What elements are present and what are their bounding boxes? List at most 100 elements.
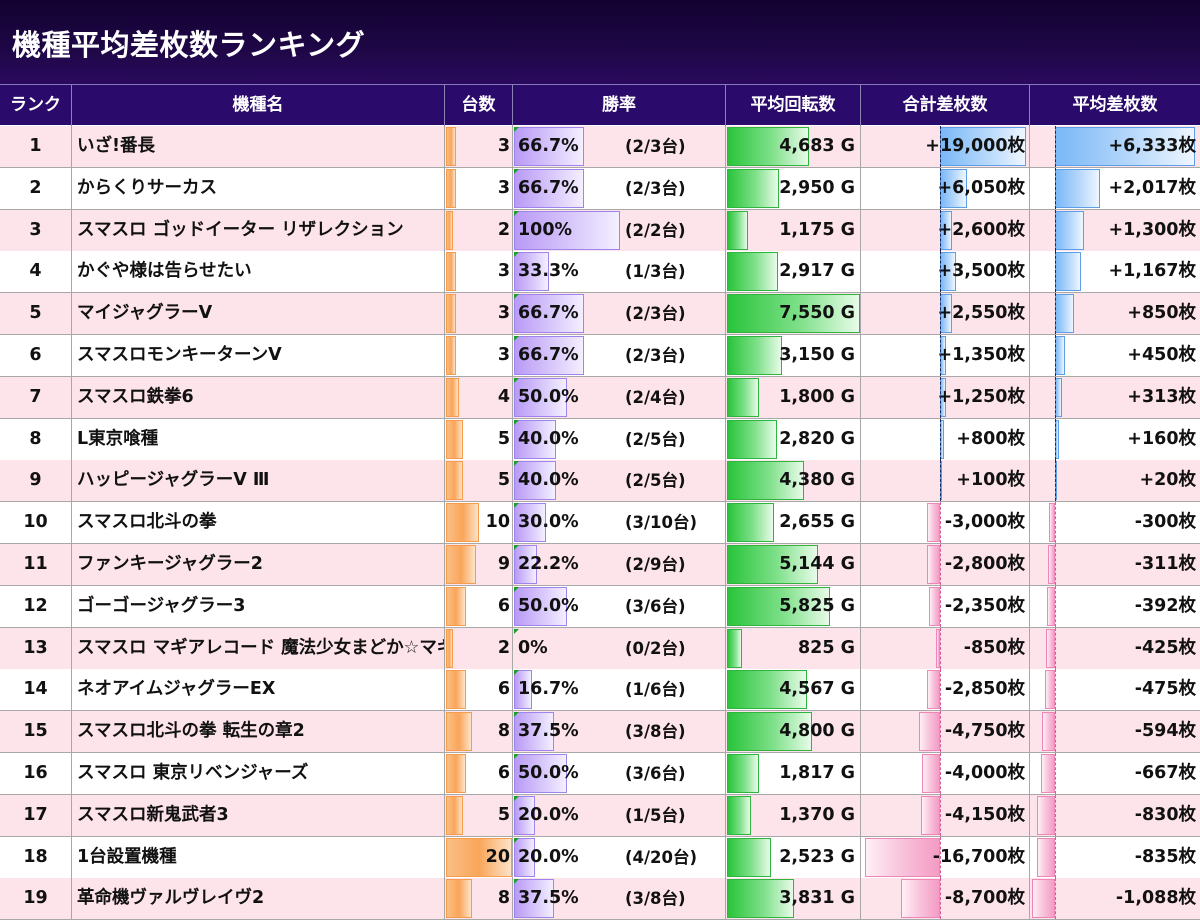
total-diff-value: +1,250枚 (937, 386, 1025, 407)
total-diff-cell: +1,350枚 (861, 335, 1030, 376)
win-rate-percent: 16.7% (518, 679, 579, 700)
header-total-diff[interactable]: 合計差枚数 (861, 85, 1030, 126)
avg-spins-bar (727, 168, 779, 208)
table-row[interactable]: 2 からくりサーカス 3 66.7% (2/3台) 2,950 G +6,050枚 +2,01… (0, 167, 1200, 210)
table-row[interactable]: 4 かぐや様は告らせたい 3 33.3% (1/3台) 2,917 G +3,500枚 +1,… (0, 251, 1200, 294)
header-units[interactable]: 台数 (445, 85, 513, 126)
machine-name: スマスロ新鬼武者3 (77, 804, 229, 825)
total-diff-cell: -3,000枚 (861, 502, 1030, 544)
machine-name-cell: いざ!番長 (72, 126, 445, 167)
units-cell: 5 (445, 460, 513, 502)
win-rate-percent: 20.0% (518, 846, 579, 867)
table-row[interactable]: 11 ファンキージャグラー2 9 22.2% (2/9台) 5,144 G -2,800枚 -… (0, 544, 1200, 586)
total-diff-negative-bar (918, 712, 940, 752)
avg-diff-axis (1055, 585, 1056, 627)
win-rate-cell: 50.0% (3/6台) (513, 585, 726, 627)
header-name[interactable]: 機種名 (72, 85, 445, 126)
rank-cell: 14 (0, 669, 72, 711)
total-diff-value: -8,700枚 (944, 888, 1025, 909)
table-row[interactable]: 15 スマスロ北斗の拳 転生の章2 8 37.5% (3/8台) 4,800 G -4,75… (0, 711, 1200, 754)
avg-spins-bar (727, 545, 818, 584)
avg-spins-bar (727, 795, 752, 835)
table-row[interactable]: 13 スマスロ マギアレコード 魔法少女まどか☆マギカ外伝 2 0% (0/2台) 825… (0, 627, 1200, 670)
header-avg-spins[interactable]: 平均回転数 (726, 85, 861, 126)
table-row[interactable]: 1 いざ!番長 3 66.7% (2/3台) 4,683 G +19,000枚 +6,333枚 (0, 126, 1200, 168)
avg-spins-value: 3,150 G (779, 345, 855, 365)
avg-diff-value: +450枚 (1127, 345, 1196, 365)
table-row[interactable]: 8 L東京喰種 5 40.0% (2/5台) 2,820 G +800枚 +160枚 (0, 418, 1200, 461)
header-rank[interactable]: ランク (0, 85, 72, 126)
avg-diff-negative-bar (1037, 837, 1055, 877)
units-cell: 3 (445, 293, 513, 335)
units-value: 10 (485, 512, 510, 533)
avg-spins-cell: 5,825 G (726, 585, 861, 627)
units-cell: 10 (445, 502, 513, 544)
table-row[interactable]: 5 マイジャグラーV 3 66.7% (2/3台) 7,550 G +2,550枚 +850枚 (0, 293, 1200, 336)
avg-diff-value: -311枚 (1134, 554, 1196, 574)
win-rate-bar (514, 168, 585, 208)
rank-text: 14 (23, 679, 48, 700)
avg-diff-negative-bar (1046, 628, 1055, 668)
rank-text: 1 (29, 136, 42, 156)
avg-spins-value: 2,917 G (779, 261, 855, 282)
machine-name-cell: からくりサーカス (72, 167, 445, 209)
avg-diff-negative-bar (1048, 545, 1055, 584)
avg-spins-cell: 1,817 G (726, 753, 861, 794)
table-row[interactable]: 12 ゴーゴージャグラー3 6 50.0% (3/6台) 5,825 G -2,350枚 -3… (0, 585, 1200, 628)
table-row[interactable]: 6 スマスロモンキーターンV 3 66.7% (2/3台) 3,150 G +1,350枚 +… (0, 335, 1200, 377)
table-row[interactable]: 19 革命機ヴァルヴレイヴ2 8 37.5% (3/8台) 3,831 G -8,700枚 -… (0, 878, 1200, 920)
total-diff-positive-bar (940, 127, 1026, 166)
win-rate-fraction: (2/3台) (625, 304, 686, 324)
total-diff-value: +800枚 (956, 428, 1025, 449)
table-row[interactable]: 16 スマスロ 東京リベンジャーズ 6 50.0% (3/6台) 1,817 G -4,00… (0, 753, 1200, 795)
total-diff-cell: +800枚 (861, 418, 1030, 460)
win-rate-bar (514, 879, 554, 919)
machine-name-cell: ファンキージャグラー2 (72, 544, 445, 585)
header-win-rate[interactable]: 勝率 (513, 85, 726, 126)
win-rate-cell: 40.0% (2/5台) (513, 460, 726, 502)
avg-diff-negative-bar (1042, 712, 1055, 752)
win-rate-bar (514, 545, 538, 584)
avg-diff-axis (1055, 209, 1056, 251)
units-bar (446, 377, 460, 417)
table-row[interactable]: 18 1台設置機種 20 20.0% (4/20台) 2,523 G -16,700枚 -83… (0, 836, 1200, 879)
table-row[interactable]: 7 スマスロ鉄拳6 4 50.0% (2/4台) 1,800 G +1,250枚 +313枚 (0, 376, 1200, 419)
avg-diff-value: -392枚 (1134, 595, 1196, 616)
win-rate-fraction: (3/8台) (625, 722, 686, 742)
avg-spins-bar (727, 712, 812, 752)
total-diff-axis (940, 376, 941, 418)
avg-spins-bar (727, 586, 830, 626)
win-rate-cell: 37.5% (3/8台) (513, 878, 726, 920)
avg-diff-axis (1055, 502, 1056, 544)
win-rate-percent: 37.5% (518, 721, 579, 742)
units-bar (446, 168, 456, 208)
avg-diff-value: +2,017枚 (1108, 177, 1196, 198)
units-bar (446, 503, 479, 543)
total-diff-axis (940, 418, 941, 460)
win-rate-percent: 50.0% (518, 386, 579, 407)
avg-spins-bar (727, 461, 805, 501)
rank-cell: 4 (0, 251, 72, 293)
machine-name: ハッピージャグラーV Ⅲ (77, 470, 270, 491)
win-rate-cell: 37.5% (3/8台) (513, 711, 726, 753)
win-rate-fraction: (3/10台) (625, 513, 698, 533)
total-diff-cell: -4,000枚 (861, 753, 1030, 794)
table-row[interactable]: 17 スマスロ新鬼武者3 5 20.0% (1/5台) 1,370 G -4,150枚 -83… (0, 794, 1200, 837)
units-value: 3 (497, 345, 510, 365)
avg-spins-cell: 3,150 G (726, 335, 861, 376)
avg-diff-axis (1055, 251, 1056, 293)
win-rate-bar (514, 670, 532, 710)
win-flag-icon (514, 837, 519, 843)
win-flag-icon (514, 670, 519, 676)
win-rate-cell: 66.7% (2/3台) (513, 126, 726, 167)
win-rate-bar (514, 586, 567, 626)
total-diff-axis (940, 753, 941, 794)
total-diff-axis (940, 794, 941, 836)
header-avg-diff[interactable]: 平均差枚数 (1072, 95, 1158, 115)
table-row[interactable]: 10 スマスロ北斗の拳 10 30.0% (3/10台) 2,655 G -3,000枚 -3… (0, 502, 1200, 545)
table-row[interactable]: 3 スマスロ ゴッドイーター リザレクション 2 100% (2/2台) 1,175 G +… (0, 209, 1200, 252)
rank-text: 7 (29, 386, 42, 407)
machine-name: ファンキージャグラー2 (77, 554, 263, 574)
table-row[interactable]: 9 ハッピージャグラーV Ⅲ 5 40.0% (2/5台) 4,380 G +100枚 +20… (0, 460, 1200, 503)
table-row[interactable]: 14 ネオアイムジャグラーEX 6 16.7% (1/6台) 4,567 G -2,850枚… (0, 669, 1200, 712)
